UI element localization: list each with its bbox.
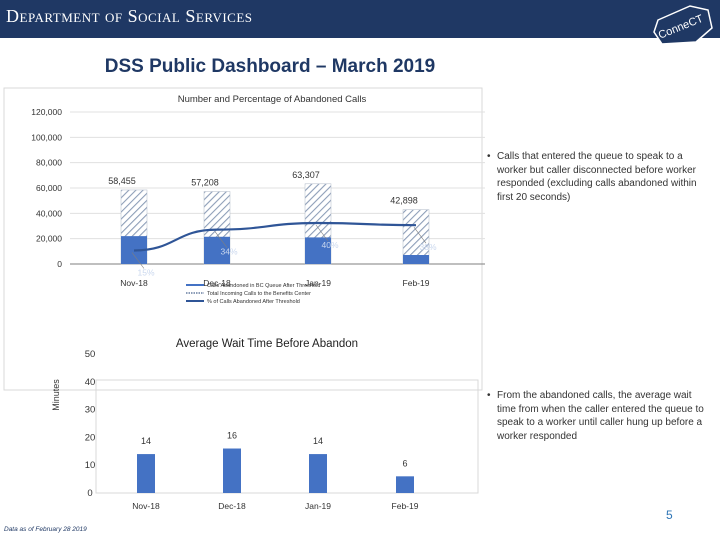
chart1-title: Number and Percentage of Abandoned Calls <box>178 94 367 105</box>
department-title: Department of Social Services <box>6 6 253 26</box>
chart1-total-label: 63,307 <box>292 170 320 180</box>
chart1-percent-label: 34% <box>220 247 237 257</box>
chart2-x-tick-label: Feb-19 <box>392 501 419 511</box>
chart2-bar <box>223 448 241 493</box>
chart1-abandoned-bar <box>403 255 429 264</box>
chart1-x-tick-label: Dec-18 <box>203 278 231 288</box>
chart2-x-tick-label: Jan-19 <box>305 501 331 511</box>
chart1-y-tick-label: 120,000 <box>31 107 62 117</box>
chart1-y-tick-label: 60,000 <box>36 183 62 193</box>
chart2-y-tick-label: 50 <box>85 349 96 360</box>
chart1-total-label: 57,208 <box>191 178 219 188</box>
chart1-percent-leader <box>315 224 329 242</box>
connect-logo: ConneCT <box>653 5 713 45</box>
chart2-y-tick-label: 40 <box>85 377 96 388</box>
page-title: DSS Public Dashboard – March 2019 <box>104 56 436 77</box>
chart1-percent-line <box>133 221 417 252</box>
chart2-note: • From the abandoned calls, the average … <box>487 389 707 443</box>
chart1-y-tick-label: 20,000 <box>36 234 62 244</box>
chart2-x-tick-label: Dec-18 <box>218 501 246 511</box>
chart2-y-tick-label: 10 <box>85 460 96 471</box>
chart1-abandoned-bar <box>305 237 331 264</box>
chart1-percent-leader <box>131 252 145 269</box>
chart1-percent-label: 40% <box>321 240 338 250</box>
bullet-icon: • <box>487 151 491 162</box>
chart2-x-tick-label: Nov-18 <box>132 501 160 511</box>
chart2-bar-label: 6 <box>402 458 407 468</box>
chart2-bar-label: 14 <box>313 436 323 446</box>
chart2-y-tick-label: 20 <box>85 432 96 443</box>
chart1-y-tick-label: 100,000 <box>31 132 62 142</box>
bullet-icon: • <box>487 390 491 401</box>
data-as-of-note: Data as of February 28 2019 <box>4 526 87 533</box>
chart1-total-label: 58,455 <box>108 176 136 186</box>
page-number: 5 <box>666 508 673 522</box>
chart2-y-axis-title: Minutes <box>51 379 61 411</box>
chart1-abandoned-bar <box>204 236 230 264</box>
chart2-bar-label: 14 <box>141 436 151 446</box>
chart1: Number and Percentage of Abandoned Calls… <box>3 87 485 391</box>
chart2-title: Average Wait Time Before Abandon <box>176 338 358 350</box>
chart2-bar <box>309 454 327 493</box>
chart2-bar <box>396 476 414 493</box>
chart1-total-label: 42,898 <box>390 196 418 206</box>
chart2-bar-label: 16 <box>227 431 237 441</box>
chart2-y-tick-label: 30 <box>85 405 96 416</box>
chart1-x-tick-label: Nov-18 <box>120 278 148 288</box>
chart2-bar <box>137 454 155 493</box>
chart1-total-bar <box>402 209 430 265</box>
chart1-note-text: Calls that entered the queue to speak to… <box>497 151 697 203</box>
chart1-percent-leader <box>413 227 427 244</box>
chart1-y-tick-label: 80,000 <box>36 158 62 168</box>
chart1-x-tick-label: Feb-19 <box>403 278 430 288</box>
chart1-y-tick-label: 0 <box>57 259 62 269</box>
chart1-percent-leader <box>214 231 228 248</box>
chart1-note: • Calls that entered the queue to speak … <box>487 150 712 204</box>
chart1-legend-label: % of Calls Abandoned After Threshold <box>207 299 300 305</box>
chart1-legend-label: Calls Abandoned in BC Queue After Thresh… <box>207 283 320 289</box>
chart1-percent-label: 38% <box>419 242 436 252</box>
chart2: Average Wait Time Before Abandon Minutes 5… <box>51 338 479 511</box>
chart1-legend-label: Total Incoming Calls to the Benefits Cen… <box>207 291 311 297</box>
chart1-percent-label: 15% <box>137 268 154 278</box>
chart1-y-tick-label: 40,000 <box>36 208 62 218</box>
header-bar: Department of Social Services <box>0 0 720 38</box>
chart2-plot-frame <box>95 379 479 494</box>
chart2-note-text: From the abandoned calls, the average wa… <box>497 390 704 442</box>
chart1-x-tick-label: Jan-19 <box>305 278 331 288</box>
chart2-y-tick-label: 0 <box>87 488 92 499</box>
